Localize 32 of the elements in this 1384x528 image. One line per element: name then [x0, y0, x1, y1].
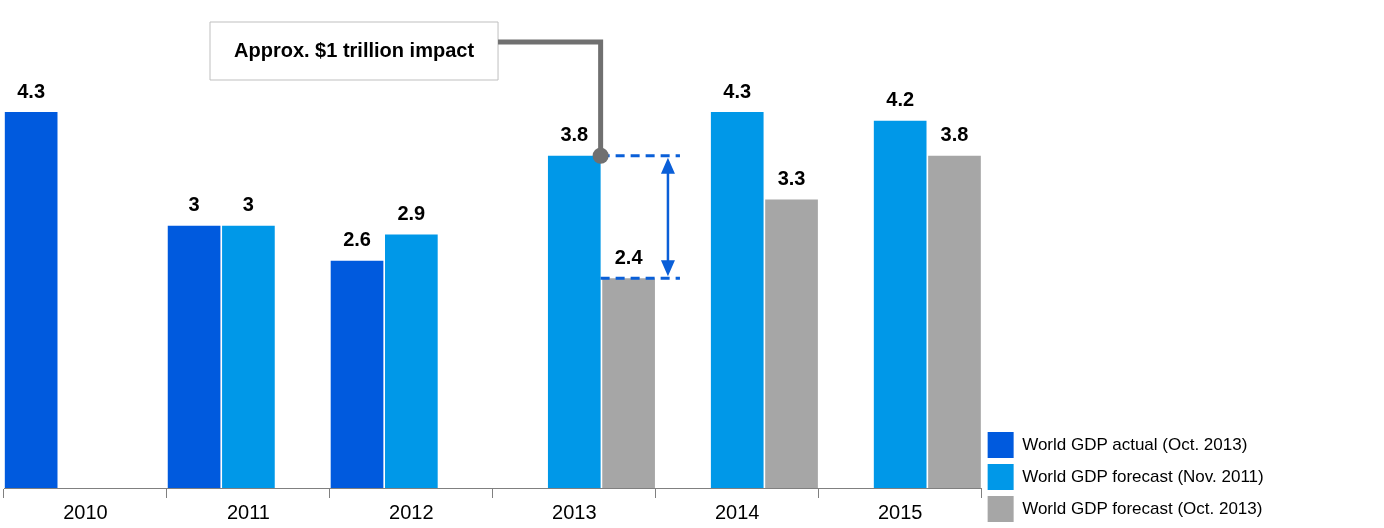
- data-label: 4.2: [886, 88, 915, 111]
- x-tick-label: 2011: [226, 500, 270, 523]
- data-label: 3.3: [777, 166, 806, 189]
- x-tick-label: 2014: [714, 500, 760, 523]
- bar: [602, 278, 655, 488]
- text: Approx. $1 trillion impact: [234, 38, 475, 61]
- data-label: 4.3: [723, 79, 752, 102]
- data-label: 2.4: [614, 245, 644, 268]
- data-label: 2.9: [397, 201, 426, 224]
- bar: [547, 155, 601, 488]
- legend-label: World GDP forecast (Oct. 2013): [1022, 498, 1263, 518]
- data-label: 3: [188, 193, 200, 216]
- bar: [385, 234, 438, 488]
- x-tick-label: 2012: [389, 500, 434, 523]
- bar: [710, 112, 764, 488]
- bar: [330, 260, 384, 488]
- bar: [765, 199, 818, 488]
- data-label: 3: [242, 193, 254, 216]
- legend-label: World GDP actual (Oct. 2013): [1022, 434, 1248, 454]
- bar: [222, 225, 275, 488]
- data-label: 3.8: [560, 123, 589, 146]
- data-label: 3.8: [940, 123, 969, 146]
- bar: [873, 120, 927, 488]
- x-tick-label: 2013: [552, 500, 597, 523]
- legend-label: World GDP forecast (Nov. 2011): [1022, 466, 1264, 486]
- x-tick-label: 2010: [63, 500, 108, 523]
- bar: [928, 155, 981, 488]
- bar: [167, 225, 221, 488]
- data-label: 4.3: [17, 79, 46, 102]
- data-label: 2.6: [343, 228, 371, 251]
- bar: [4, 112, 58, 488]
- x-tick-label: 2015: [877, 500, 923, 523]
